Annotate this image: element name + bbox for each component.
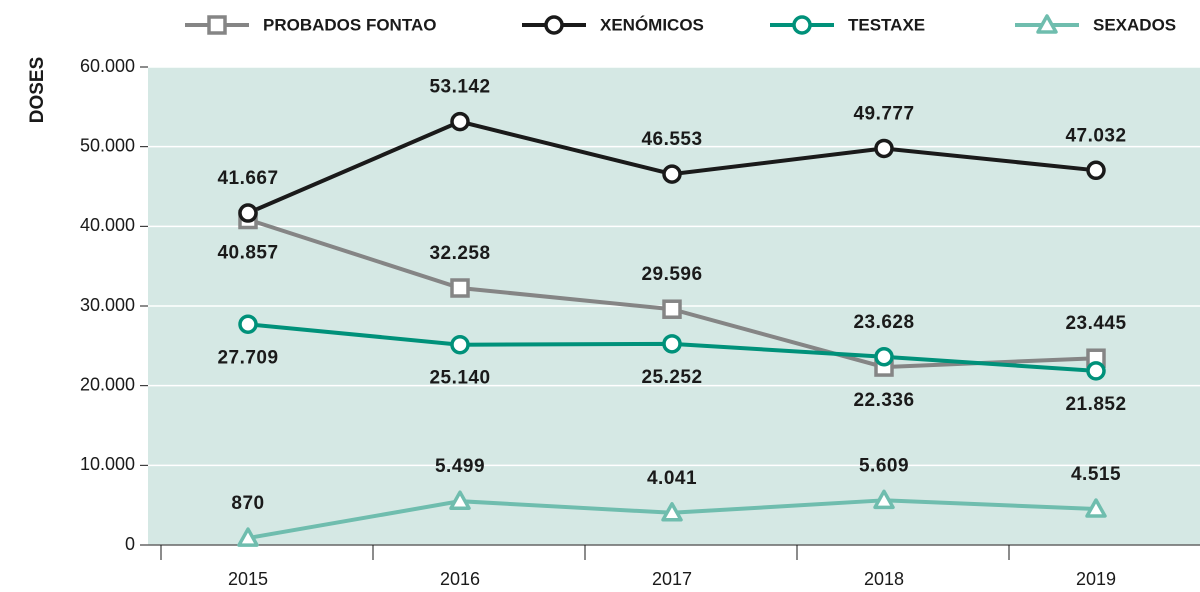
data-label: 22.336 [853,390,914,411]
legend-marker [544,15,564,35]
data-label: 5.609 [859,455,909,476]
legend-marker [207,15,227,35]
data-label: 29.596 [641,264,702,285]
data-point [450,111,470,132]
legend-marker [792,15,812,35]
data-label: 23.628 [853,312,914,333]
data-point [1085,498,1107,518]
x-tick-label: 2016 [440,569,480,589]
data-point [1086,361,1106,381]
data-point [450,334,470,355]
legend-label: XENÓMICOS [600,15,704,34]
data-label: 25.140 [429,368,490,389]
legend-label: PROBADOS FONTAO [263,15,436,34]
legend-label: SEXADOS [1093,15,1176,34]
data-point [662,164,682,184]
data-label: 23.445 [1065,313,1126,334]
y-tick-label: 0 [125,534,135,554]
data-point [237,527,259,547]
data-label: 47.032 [1065,125,1126,146]
y-axis-label: DOSES [27,57,48,124]
data-point [238,203,258,223]
data-label: 5.499 [435,456,485,477]
data-point [1086,160,1106,181]
x-tick-label: 2019 [1076,569,1116,589]
x-tick-label: 2018 [864,569,904,589]
data-label: 870 [231,493,264,514]
data-label: 25.252 [641,367,702,388]
y-tick-label: 50.000 [80,135,135,155]
legend-marker [1036,14,1058,34]
y-tick-label: 40.000 [80,215,135,235]
data-label: 4.041 [647,468,697,489]
data-point [661,502,683,522]
data-label: 46.553 [641,129,702,150]
x-tick-label: 2015 [228,569,268,589]
data-label: 4.515 [1071,464,1121,485]
data-point [662,299,682,319]
data-label: 21.852 [1065,394,1126,415]
y-tick-label: 60.000 [80,56,135,76]
y-tick-label: 30.000 [80,295,135,315]
y-tick-label: 10.000 [80,454,135,474]
data-point [450,278,470,298]
data-point [662,334,682,354]
data-label: 32.258 [429,243,490,264]
data-point [238,314,258,335]
data-label: 49.777 [853,103,914,124]
data-label: 41.667 [217,168,278,189]
data-point [873,489,895,510]
data-label: 40.857 [217,243,278,264]
data-label: 27.709 [217,347,278,368]
legend-label: TESTAXE [848,15,925,34]
y-tick-label: 20.000 [80,374,135,394]
x-tick-label: 2017 [652,569,692,589]
data-point [874,138,894,159]
data-label: 53.142 [429,77,490,98]
data-point [874,347,894,367]
data-point [449,490,471,510]
